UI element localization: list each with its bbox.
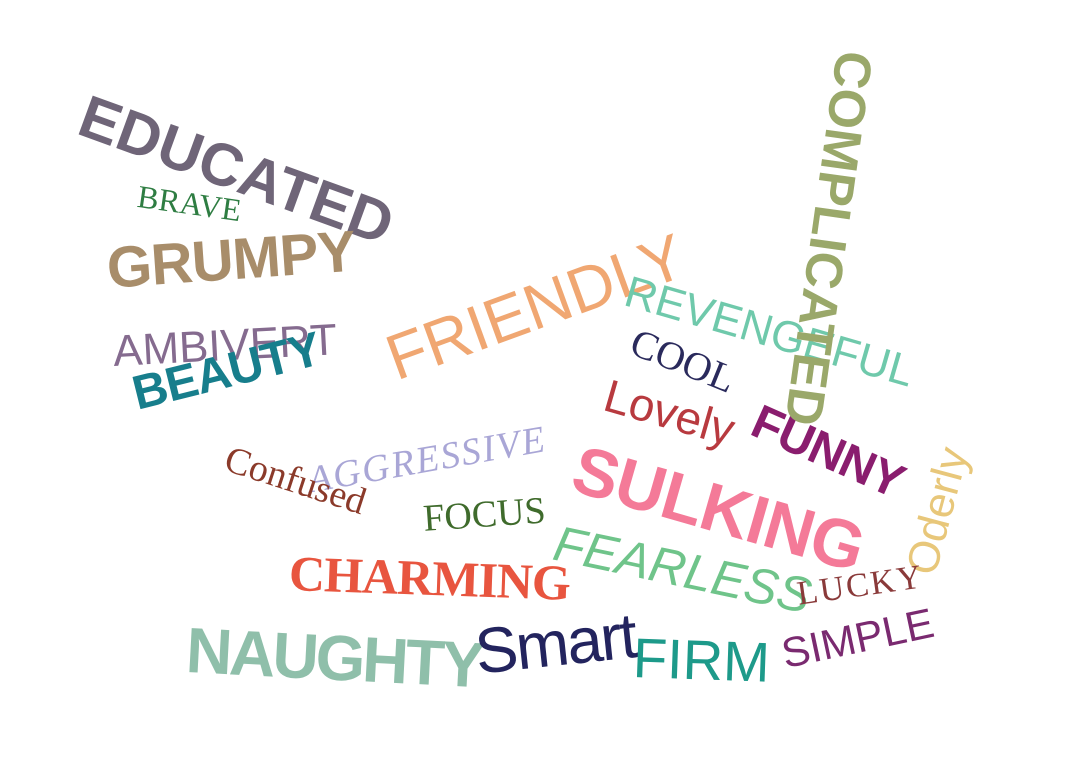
- word-grumpy: GRUMPY: [104, 218, 358, 301]
- word-firm: FIRM: [631, 626, 771, 694]
- word-focus: FOCUS: [421, 489, 547, 540]
- word-naughty: NAUGHTY: [184, 614, 484, 702]
- word-charming: CHARMING: [288, 545, 571, 611]
- word-smart: Smart: [471, 599, 639, 688]
